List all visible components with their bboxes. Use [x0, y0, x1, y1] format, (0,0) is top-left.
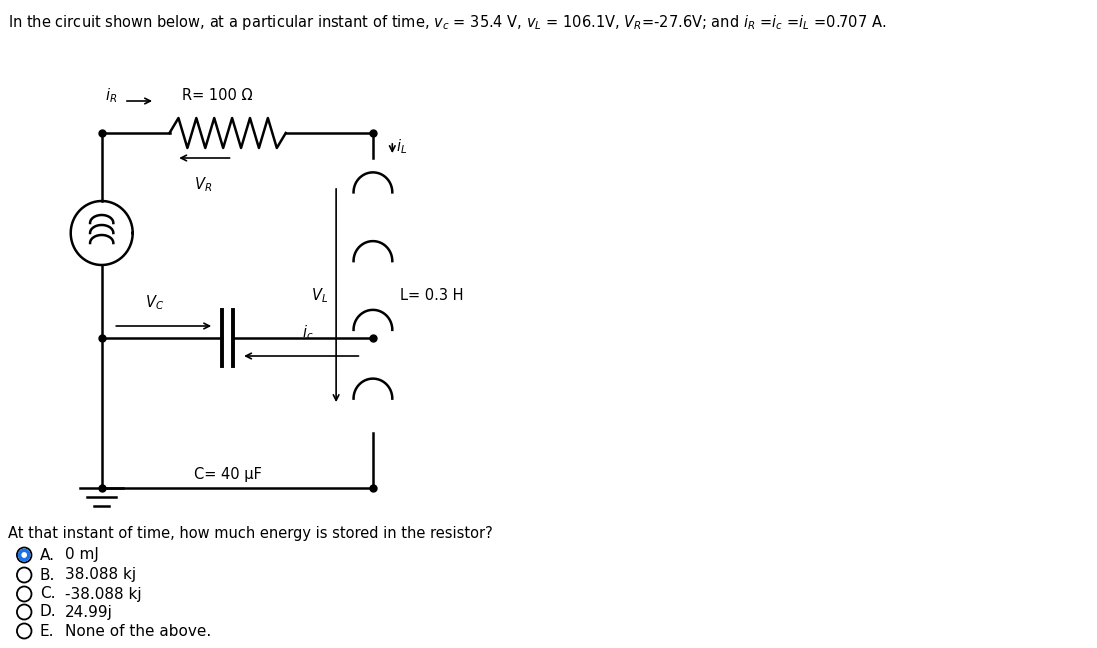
Text: $V_L$: $V_L$ — [312, 286, 328, 305]
Text: C.: C. — [39, 586, 55, 601]
Text: $V_R$: $V_R$ — [194, 175, 213, 194]
Text: $V_C$: $V_C$ — [146, 294, 165, 312]
Text: B.: B. — [39, 568, 55, 583]
Text: A.: A. — [39, 548, 55, 562]
Text: 24.99j: 24.99j — [65, 605, 113, 619]
Circle shape — [22, 553, 26, 557]
Text: At that instant of time, how much energy is stored in the resistor?: At that instant of time, how much energy… — [8, 526, 493, 541]
Text: In the circuit shown below, at a particular instant of time, $v_c$ = 35.4 V, $v_: In the circuit shown below, at a particu… — [8, 13, 886, 32]
Text: E.: E. — [39, 623, 54, 638]
Text: D.: D. — [39, 605, 56, 619]
Text: R= 100 Ω: R= 100 Ω — [182, 88, 252, 103]
Text: 0 mJ: 0 mJ — [65, 548, 99, 562]
Text: None of the above.: None of the above. — [65, 623, 211, 638]
Text: 38.088 kj: 38.088 kj — [65, 568, 136, 583]
Text: $i_L$: $i_L$ — [396, 137, 407, 156]
Text: -38.088 kj: -38.088 kj — [65, 586, 142, 601]
Text: $i_R$: $i_R$ — [104, 86, 117, 105]
Text: C= 40 μF: C= 40 μF — [194, 467, 261, 482]
Text: L= 0.3 H: L= 0.3 H — [400, 288, 464, 303]
Text: $i_c$: $i_c$ — [303, 323, 314, 342]
Circle shape — [19, 550, 30, 561]
